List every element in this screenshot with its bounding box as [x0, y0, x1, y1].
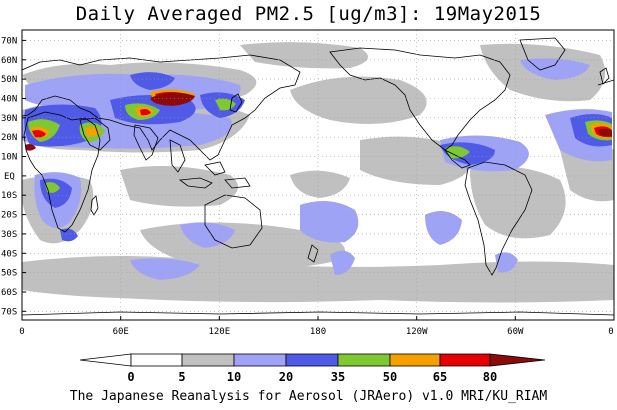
credit-line: The Japanese Reanalysis for Aerosol (JRA… — [69, 389, 548, 404]
colorbar-segment — [489, 353, 546, 367]
colorbar-segment — [181, 353, 235, 367]
colorbar-label: 5 — [178, 370, 185, 384]
concentration-field — [22, 37, 614, 316]
lat-label: 30S — [1, 230, 17, 240]
lat-label: 40S — [1, 249, 17, 259]
colorbar-label: 50 — [383, 370, 397, 384]
colorbar-label: 35 — [331, 370, 345, 384]
coastlines — [22, 37, 614, 316]
lat-label: 30N — [1, 114, 17, 124]
lat-label: 60N — [1, 56, 17, 66]
lat-label: 20N — [1, 133, 17, 143]
colorbar-segment — [389, 353, 441, 367]
lat-label: EQ — [4, 172, 15, 182]
lat-label: 50N — [1, 75, 17, 85]
lat-label: 10N — [1, 153, 17, 163]
lon-label: 120E — [208, 327, 230, 337]
colorbar-segment — [285, 353, 339, 367]
colorbar-label: 10 — [227, 370, 241, 384]
colorbar-label: 80 — [483, 370, 497, 384]
colorbar-segment — [439, 353, 491, 367]
colorbar: 0 5 10 20 35 50 65 80 — [79, 353, 546, 384]
colorbar-label: 20 — [279, 370, 293, 384]
colorbar-segment — [130, 353, 183, 367]
lat-label: 40N — [1, 95, 17, 105]
lon-label: 180 — [310, 327, 326, 337]
map-title: Daily Averaged PM2.5 [ug/m3]: 19May2015 — [75, 3, 542, 25]
lat-label: 60S — [1, 288, 17, 298]
colorbar-segment — [337, 353, 391, 367]
latitude-labels: 70N 60N 50N 40N 30N 20N 10N EQ 10S 20S 3… — [1, 36, 17, 317]
colorbar-segment — [79, 353, 132, 367]
tick-marks — [21, 39, 615, 320]
lon-label: 120W — [406, 327, 428, 337]
lat-label: 70N — [1, 36, 17, 46]
graticule — [22, 30, 614, 320]
lon-label: 60E — [113, 327, 129, 337]
lon-label: 60W — [507, 327, 524, 337]
lon-label: 0 — [19, 327, 24, 337]
colorbar-label: 0 — [127, 370, 134, 384]
pm-level-darkred — [25, 92, 612, 151]
lat-label: 50S — [1, 269, 17, 279]
colorbar-label: 65 — [433, 370, 447, 384]
lat-label: 70S — [1, 307, 17, 317]
longitude-labels: 0 60E 120E 180 120W 60W 0 — [19, 327, 613, 337]
lat-label: 10S — [1, 191, 17, 201]
lon-label: 0 — [608, 327, 613, 337]
lat-label: 20S — [1, 211, 17, 221]
colorbar-segment — [233, 353, 287, 367]
